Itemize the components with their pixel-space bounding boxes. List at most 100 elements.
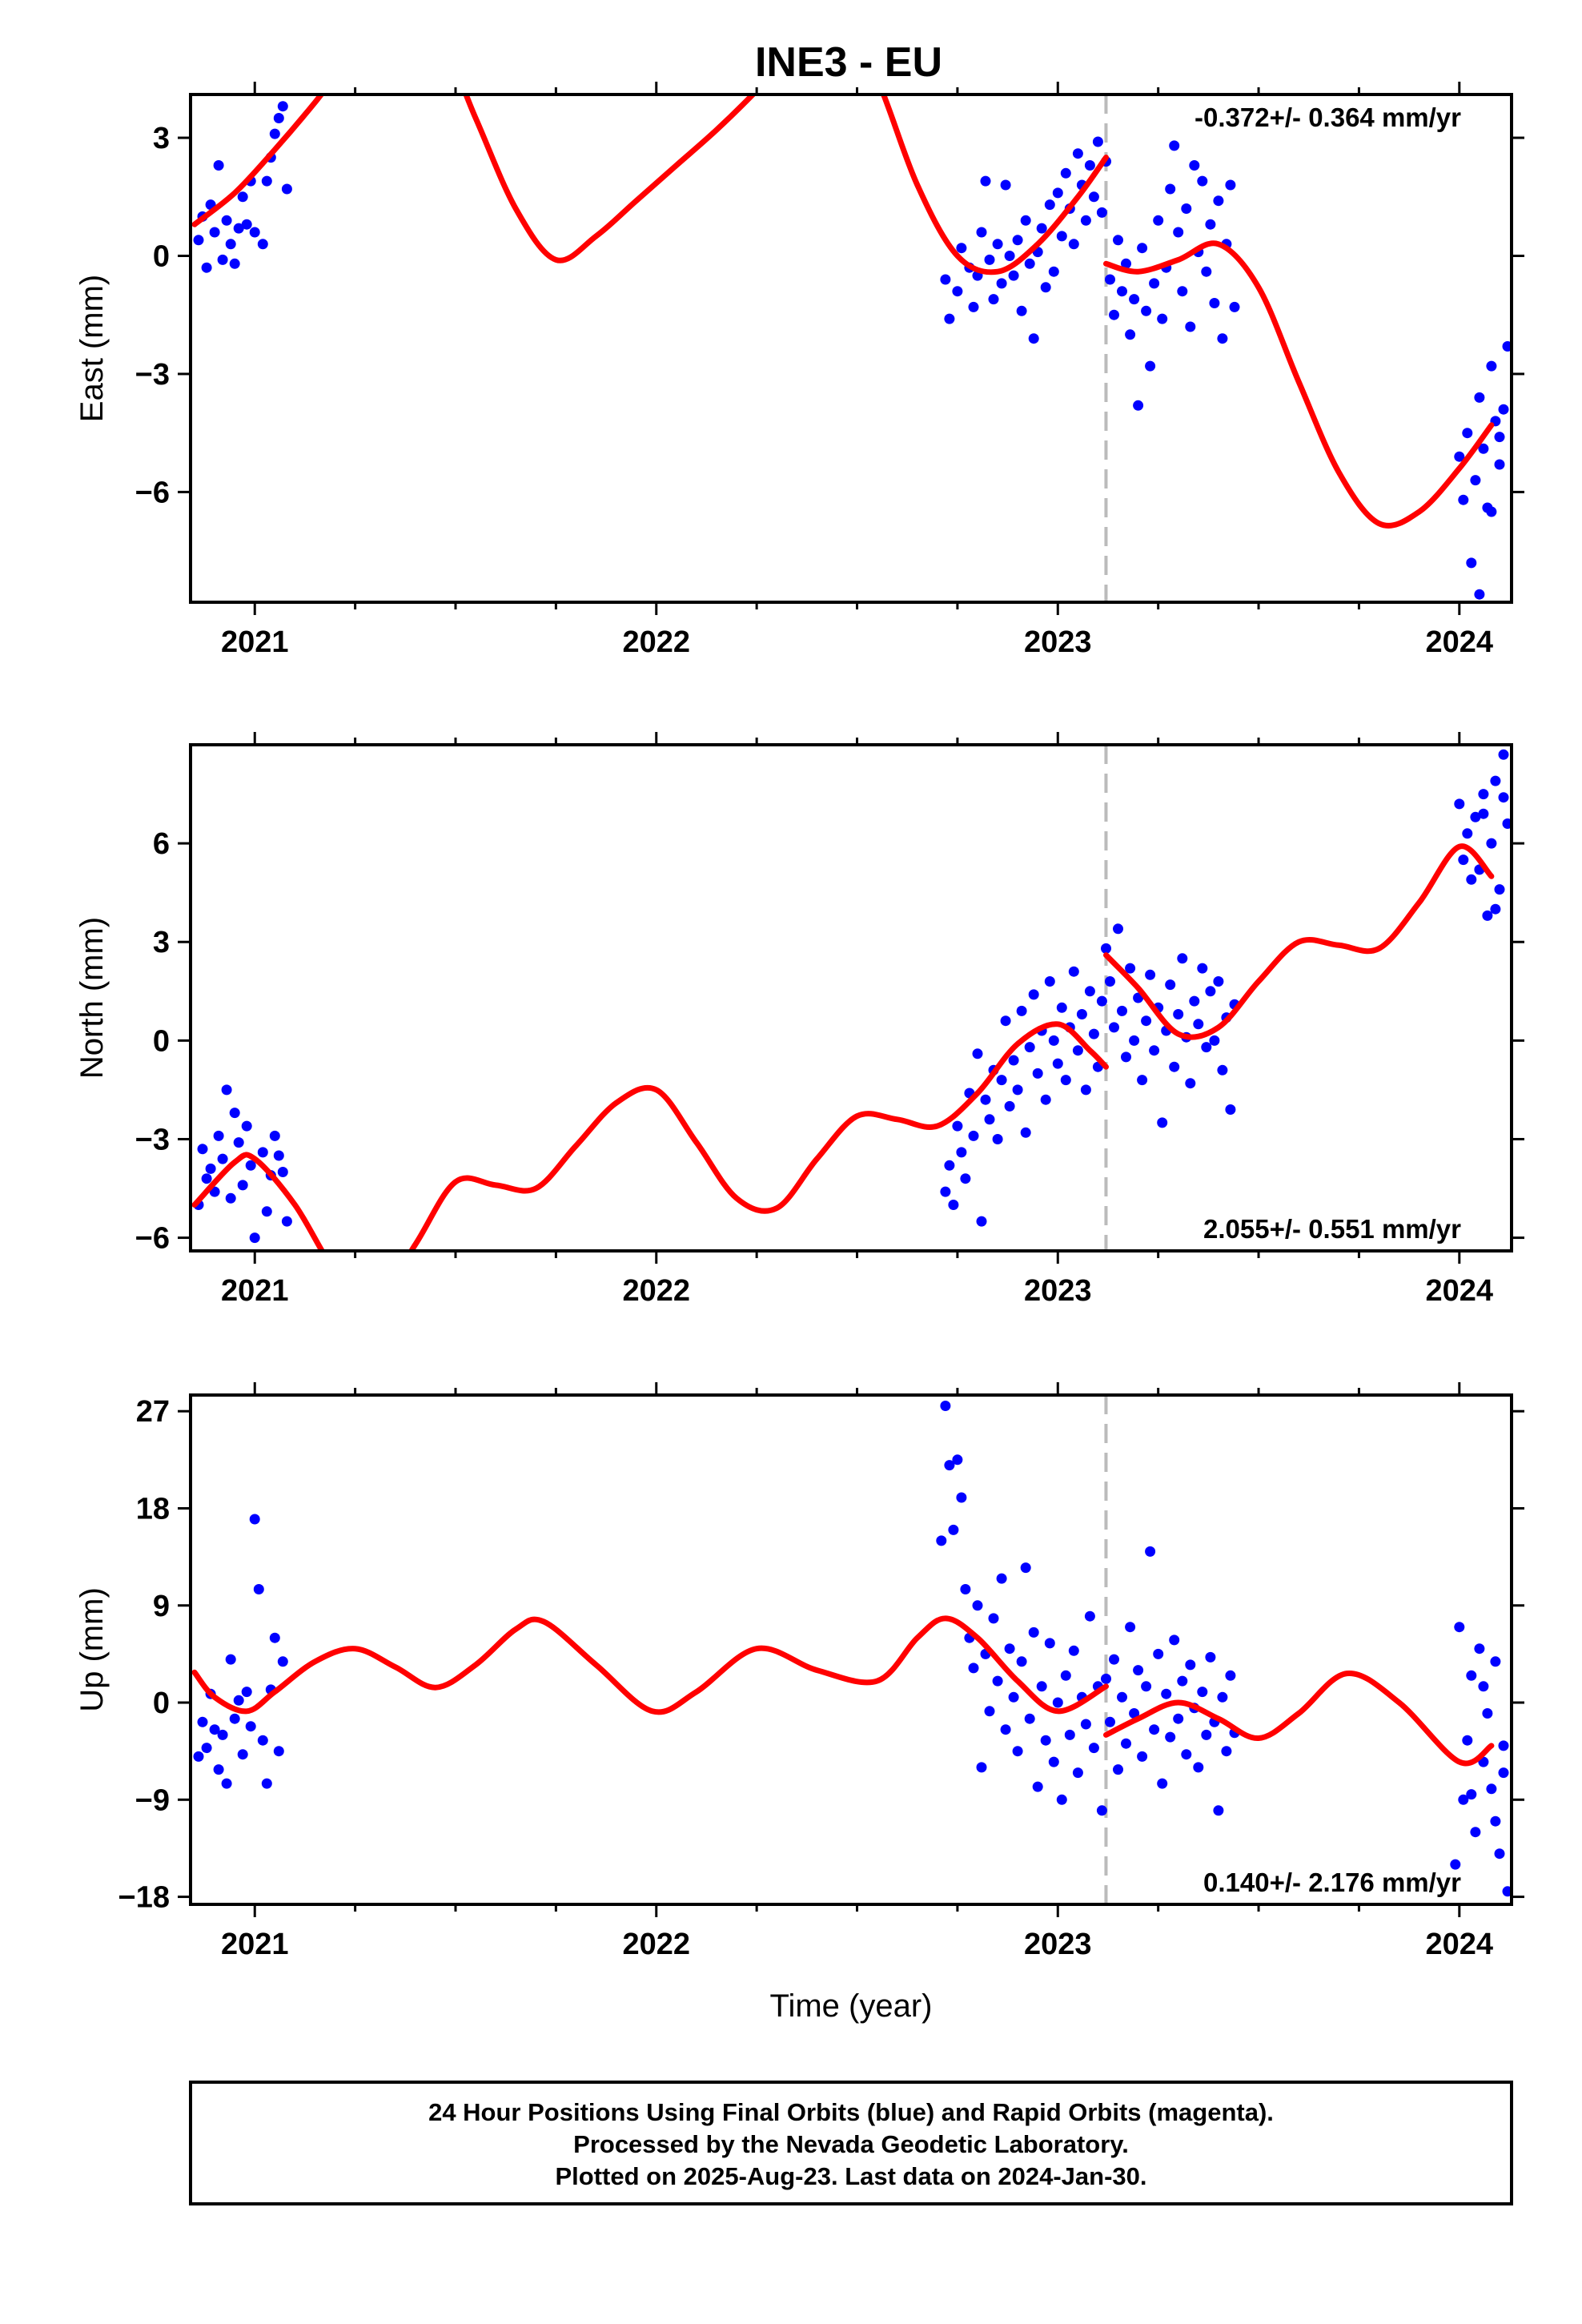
- data-point: [1213, 1805, 1224, 1816]
- data-point: [1105, 274, 1115, 285]
- x-tick-label: 2023: [1024, 1928, 1092, 1961]
- data-point: [1494, 1848, 1505, 1860]
- data-point: [1096, 207, 1107, 218]
- model-curve: [191, 1615, 1109, 1715]
- data-point: [1470, 811, 1481, 822]
- data-point: [956, 243, 967, 254]
- data-point: [968, 1663, 979, 1674]
- data-point: [1020, 1562, 1031, 1574]
- data-point: [1498, 404, 1509, 415]
- data-point: [1490, 1815, 1501, 1827]
- data-point: [1048, 1035, 1059, 1046]
- data-point: [1044, 976, 1055, 987]
- data-point: [1020, 215, 1031, 226]
- data-point: [1084, 1610, 1095, 1622]
- data-point: [1004, 251, 1015, 261]
- data-point: [1016, 1005, 1027, 1016]
- data-point: [1478, 789, 1489, 800]
- data-point: [1197, 1687, 1208, 1698]
- data-point: [1149, 1045, 1160, 1056]
- data-point: [1454, 451, 1465, 462]
- rate-label: -0.372+/- 0.364 mm/yr: [1195, 103, 1461, 132]
- data-point: [241, 219, 252, 230]
- data-point: [972, 1048, 983, 1059]
- data-point: [1490, 1656, 1501, 1667]
- data-point: [1052, 1058, 1063, 1069]
- data-point: [952, 1454, 963, 1466]
- data-point: [1044, 1638, 1055, 1649]
- data-point: [1008, 270, 1019, 281]
- data-point: [1121, 258, 1131, 269]
- data-point: [253, 1584, 264, 1594]
- data-point: [1153, 1648, 1164, 1659]
- data-point: [1169, 140, 1180, 151]
- data-point: [1125, 329, 1136, 340]
- data-point: [948, 1524, 959, 1535]
- data-point: [1084, 160, 1095, 171]
- panel-up: 2021 2022 2023 2024 27 18 9 0 −9 −18 Up (mm) Time (…: [74, 1382, 1524, 2024]
- data-point: [1028, 989, 1039, 1000]
- data-point: [1466, 1789, 1477, 1800]
- data-point: [1113, 235, 1123, 246]
- data-point: [1229, 301, 1240, 312]
- data-point: [1072, 148, 1083, 159]
- footer-frame: [189, 2081, 1513, 2205]
- y-tick-label: −9: [135, 1783, 170, 1817]
- y-tick-label: −3: [135, 1123, 170, 1156]
- data-point: [1096, 995, 1107, 1007]
- data-point: [1125, 1622, 1136, 1633]
- rate-label: 2.055+/- 0.551 mm/yr: [1203, 1214, 1461, 1244]
- data-point: [1008, 1055, 1019, 1066]
- data-point: [1482, 1708, 1493, 1719]
- data-point: [249, 227, 260, 238]
- y-tick-label: −6: [135, 1222, 170, 1256]
- data-point: [968, 301, 979, 312]
- data-point: [1145, 969, 1156, 980]
- data-point: [1036, 1681, 1047, 1692]
- data-point: [1117, 286, 1127, 297]
- data-point: [1478, 808, 1489, 819]
- data-point: [1020, 1127, 1031, 1138]
- data-point: [1068, 239, 1079, 250]
- data-point: [1105, 1716, 1115, 1727]
- data-point: [209, 1724, 220, 1735]
- data-point: [1197, 963, 1208, 974]
- data-point: [221, 1778, 232, 1789]
- data-point: [241, 1120, 252, 1132]
- data-point: [984, 254, 995, 265]
- y-tick-label: −6: [135, 476, 170, 509]
- data-point: [1117, 1005, 1127, 1016]
- data-point: [257, 239, 268, 250]
- data-point: [201, 262, 212, 273]
- data-point: [1478, 1681, 1489, 1692]
- data-point: [1012, 235, 1023, 246]
- data-point: [956, 1147, 967, 1158]
- data-point: [1217, 333, 1228, 344]
- data-point: [1056, 1002, 1067, 1013]
- data-point: [948, 1200, 959, 1210]
- panel-north: 2021 2022 2023 2024 6 3 0 −3 −6 North (mm) 2.055+/…: [74, 732, 1524, 1308]
- data-point: [992, 1134, 1003, 1144]
- y-tick-label: 0: [153, 240, 170, 274]
- data-point: [1032, 1068, 1043, 1079]
- footer-line-1: 24 Hour Positions Using Final Orbits (bl…: [428, 2098, 1274, 2126]
- data-point: [1088, 1743, 1099, 1754]
- data-point: [193, 1751, 204, 1762]
- plot-frame: [189, 1393, 1513, 1906]
- x-tick-label: 2024: [1426, 1274, 1494, 1308]
- data-point: [1101, 943, 1111, 954]
- data-point: [1458, 854, 1469, 866]
- model-curve: [1103, 240, 1495, 529]
- data-point: [1498, 792, 1509, 803]
- x-tick-label: 2022: [622, 1928, 690, 1961]
- data-point: [269, 1130, 280, 1141]
- plot-area-north: [191, 745, 1512, 1251]
- data-point: [205, 1163, 216, 1174]
- data-point: [1502, 341, 1512, 352]
- data-point: [1109, 309, 1119, 320]
- data-point: [1004, 1100, 1015, 1112]
- data-point: [1474, 392, 1485, 403]
- data-point: [1185, 321, 1196, 332]
- data-point: [1177, 953, 1188, 964]
